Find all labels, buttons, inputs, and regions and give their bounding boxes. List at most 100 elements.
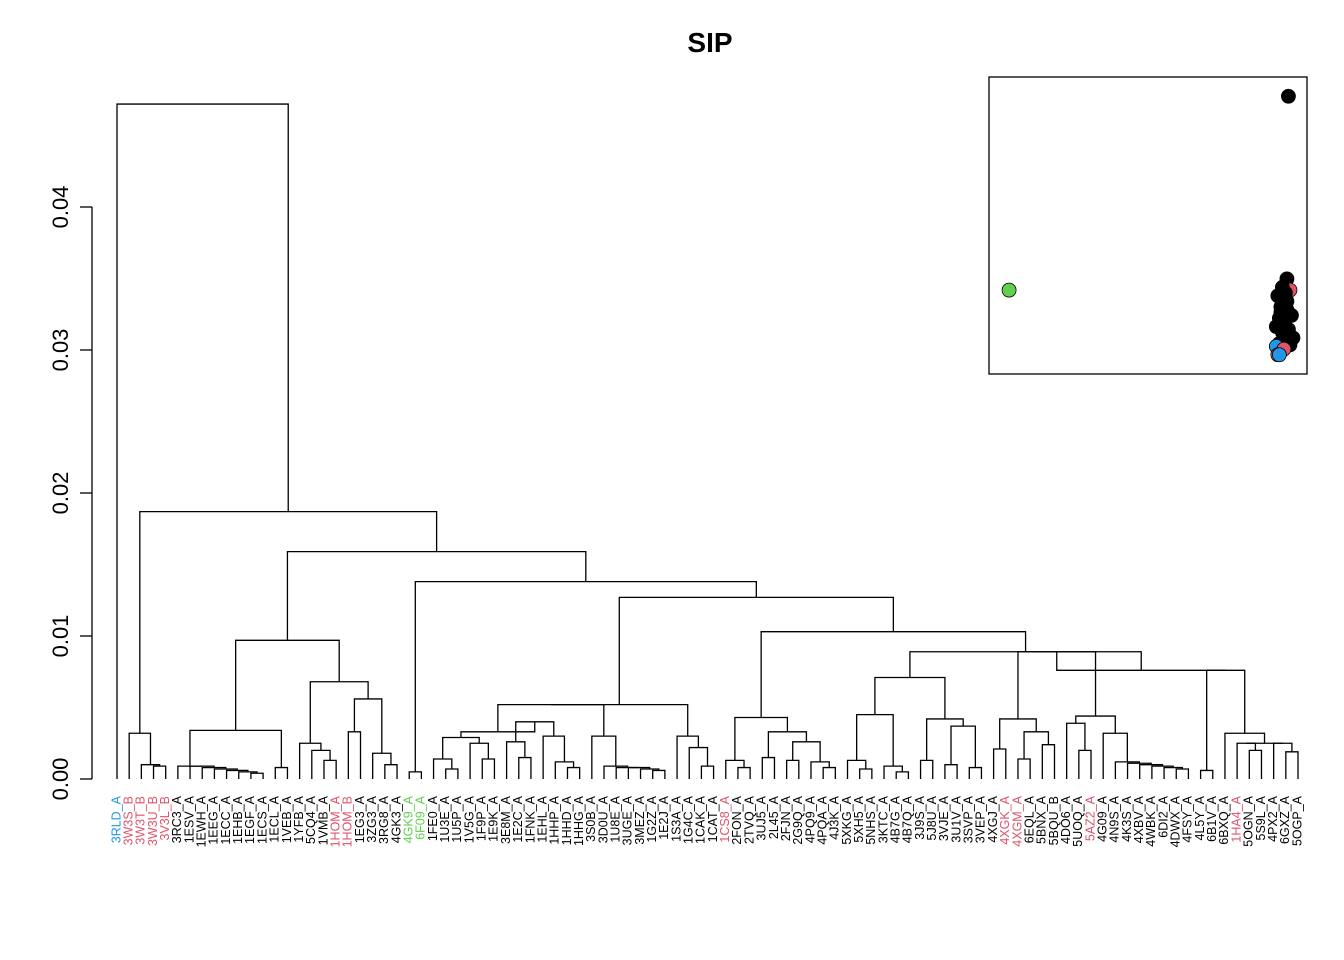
leaf-label: 5XKG_A: [840, 795, 854, 844]
leaf-label: 3W3U_B: [146, 796, 160, 846]
leaf-label: 4XBV_A: [1132, 795, 1146, 843]
leaf-label: 5XH5_A: [852, 795, 866, 842]
leaf-label: 1ECS_A: [255, 795, 269, 844]
leaf-label: 3J9S_A: [913, 795, 927, 839]
leaf-label: 6BXQ_A: [1217, 795, 1231, 844]
leaf-label: 1E2C_A: [511, 795, 525, 842]
leaf-label: 1HA4_A: [1229, 795, 1243, 842]
leaf-label: 4PQA_A: [815, 795, 829, 844]
leaf-label: 5CQ4_A: [304, 795, 318, 844]
leaf-label: 4PQ9_A: [803, 795, 817, 843]
leaf-label: 1E9K_A: [487, 795, 501, 842]
leaf-label: 1U8E_A: [608, 795, 622, 842]
leaf-label: 1HHD_A: [560, 795, 574, 845]
leaf-label: 3ZG3_A: [365, 795, 379, 842]
leaf-label: 3D0U_A: [596, 795, 610, 843]
leaf-label: 4XGM_A: [1010, 795, 1024, 846]
chart-title: SIP: [687, 27, 732, 58]
leaf-label: 4DO6_A: [1059, 795, 1073, 844]
leaf-label: 3SVP_A: [962, 795, 976, 843]
inset-frame: [988, 76, 1308, 375]
inset-point: [1273, 305, 1289, 321]
leaf-label: 4L5Y_A: [1193, 795, 1207, 840]
leaf-label: 4FSY_A: [1181, 795, 1195, 842]
leaf-label: 5OGP_A: [1290, 795, 1304, 846]
leaf-label: 2TVQ_A: [742, 795, 756, 844]
dendrogram-branch: [189, 765, 215, 779]
leaf-label: 4G09_A: [1095, 795, 1109, 842]
leaf-label: 5BNX_A: [1035, 795, 1049, 844]
leaf-label: 4B7G_A: [889, 795, 903, 843]
inset-scatter-plot: [988, 76, 1308, 375]
dendrogram-branch: [550, 703, 689, 737]
leaf-label: 1U3E_A: [438, 795, 452, 842]
dendrogram-branch: [615, 766, 640, 779]
leaf-label: 1EGF_A: [243, 795, 257, 844]
leaf-label: 1F9P_A: [475, 795, 489, 841]
leaf-label: 4GK9_A: [402, 795, 416, 843]
inset-point: [1001, 282, 1017, 298]
leaf-label: 4N9S_A: [1108, 795, 1122, 842]
leaf-label: 1HOM_B: [341, 796, 355, 847]
dendrogram-branch: [497, 703, 605, 737]
leaf-label: 4PX2_A: [1266, 795, 1280, 842]
leaf-label: 1G2Z_A: [645, 795, 659, 842]
leaf-label: 4GK3_A: [389, 795, 403, 843]
leaf-label: 5J8U_A: [925, 795, 939, 840]
dendrogram-branch: [1206, 669, 1246, 771]
leaf-label: 1EWH_A: [195, 795, 209, 847]
dendrogram-branch: [1056, 651, 1226, 671]
dendrogram-branches: [116, 103, 1299, 779]
leaf-label: 2FJN_A: [779, 795, 793, 841]
leaf-label: 1U5P_A: [450, 795, 464, 842]
leaf-label: 1CS8_A: [718, 795, 732, 842]
leaf-label: 1EG3_A: [353, 795, 367, 843]
leaf-label: 1G4C_A: [682, 795, 696, 844]
leaf-label: 4B7Q_A: [901, 795, 915, 843]
leaf-label: 4XGJ_A: [986, 795, 1000, 842]
leaf-label: 3VEP_A: [974, 795, 988, 843]
leaf-label: 3RLD_A: [109, 795, 123, 843]
leaf-label: 3RG8_A: [377, 795, 391, 844]
leaf-label: 3V3L_B: [158, 796, 172, 840]
leaf-label: 3MEZ_A: [633, 795, 647, 844]
leaf-label: 1HHP_A: [548, 795, 562, 844]
leaf-label: 1ESV_A: [182, 795, 196, 843]
leaf-label: 1YFB_A: [292, 795, 306, 842]
leaf-label: 1CAK_A: [694, 795, 708, 844]
leaf-label: 1VMB_A: [316, 795, 330, 845]
leaf-label: 1FNK_A: [523, 795, 537, 843]
leaf-label: 1FE0_A: [426, 795, 440, 841]
leaf-label: 1EHL_A: [535, 795, 549, 842]
leaf-label: 6B1V_A: [1205, 795, 1219, 842]
leaf-label: 4XGK_A: [998, 795, 1012, 844]
leaf-label: 1VEB_A: [280, 795, 294, 843]
leaf-label: 6EQL_A: [1022, 795, 1036, 843]
leaf-label: 3RC3_A: [170, 795, 184, 843]
dendrogram-branch: [116, 103, 289, 779]
leaf-label: 3UJ5_A: [755, 795, 769, 840]
leaf-label: 2G9Q_A: [791, 795, 805, 844]
leaf-label: 5OGN_A: [1242, 795, 1256, 846]
leaf-label: 6F09_A: [414, 795, 428, 839]
leaf-label: 1HHG_A: [572, 795, 586, 846]
y-tick-label: 0.00: [48, 758, 73, 801]
leaf-label: 2L45_A: [767, 795, 781, 839]
dendrogram-branch: [627, 766, 651, 779]
leaf-label: 1E2J_A: [657, 795, 671, 839]
leaf-label: 1CAT_A: [706, 795, 720, 842]
leaf-label: 5S9L_A: [1254, 795, 1268, 840]
leaf-label: 4WBK_A: [1144, 795, 1158, 846]
leaf-label: 5AZ2_A: [1083, 795, 1097, 841]
leaf-label: 1EEG_A: [207, 795, 221, 844]
leaf-label: 6DI2_A: [1156, 795, 1170, 837]
leaf-label: 1V5G_A: [462, 795, 476, 843]
y-tick-label: 0.01: [48, 615, 73, 658]
y-axis: 0.00 0.01 0.02 0.03 0.04: [48, 186, 93, 801]
leaf-label: 5BQU_B: [1047, 796, 1061, 845]
leaf-label: 3S0B_A: [584, 795, 598, 842]
leaf-label: 3W3T_B: [134, 796, 148, 845]
y-tick-label: 0.03: [48, 329, 73, 372]
leaf-label: 6GXZ_A: [1278, 795, 1292, 844]
leaf-label: 1EHB_A: [231, 795, 245, 844]
